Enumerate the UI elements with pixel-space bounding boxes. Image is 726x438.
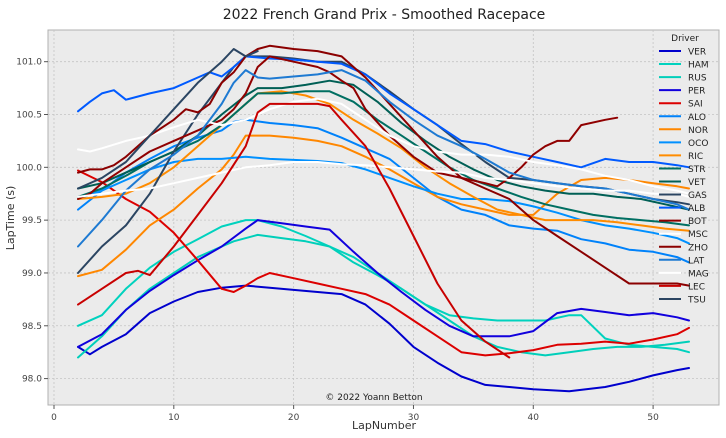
series-line-zho <box>77 44 690 287</box>
legend-label-lec: LEC <box>688 282 705 292</box>
legend-title: Driver <box>671 34 699 44</box>
y-tick-label: 99.5 <box>22 216 42 226</box>
series-line-per <box>77 219 690 348</box>
series-line-ric <box>77 90 690 232</box>
x-tick-label: 30 <box>408 413 420 423</box>
chart-title: 2022 French Grand Prix - Smoothed Racepa… <box>223 7 546 23</box>
legend-label-alb: ALB <box>688 204 705 214</box>
legend-label-sai: SAI <box>688 100 703 110</box>
series-line-alo <box>77 118 690 264</box>
legend-label-gas: GAS <box>688 191 707 201</box>
series-line-bot <box>77 55 619 200</box>
series-line-sai <box>77 169 690 357</box>
y-tick-label: 100.0 <box>16 163 42 173</box>
legend-label-per: PER <box>688 87 705 97</box>
legend-label-zho: ZHO <box>688 243 708 253</box>
grid <box>48 30 719 405</box>
y-axis: 98.0 98.5 99.0 99.5 100.0 100.5 101.0 <box>16 58 48 385</box>
legend-label-ham: HAM <box>688 61 709 71</box>
series-line-mag <box>77 161 690 198</box>
series-line-vet <box>77 79 690 211</box>
copyright-annotation: © 2022 Yoann Betton <box>325 393 422 403</box>
series-line-lec <box>77 102 511 359</box>
x-tick-label: 40 <box>528 413 540 423</box>
y-tick-label: 99.0 <box>22 269 42 279</box>
series-group <box>77 44 690 393</box>
legend-label-tsu: TSU <box>687 295 706 305</box>
series-line-nor <box>77 134 690 278</box>
x-axis-label: LapNumber <box>352 419 417 432</box>
legend-label-oco: OCO <box>688 139 708 149</box>
legend: Driver VER HAM RUS PER SAI ALO NOR OCO RIC STR VET… <box>659 34 709 305</box>
y-axis-label: LapTime (s) <box>4 186 17 251</box>
series-line-alb <box>77 55 690 169</box>
x-tick-label: 50 <box>647 413 659 423</box>
legend-label-bot: BOT <box>688 217 707 227</box>
x-axis: 0 10 20 30 40 50 <box>51 405 659 423</box>
y-tick-label: 101.0 <box>16 58 42 68</box>
y-tick-label: 100.5 <box>16 111 42 121</box>
x-tick-label: 0 <box>51 413 57 423</box>
legend-label-str: STR <box>688 165 705 175</box>
series-line-ver <box>77 284 690 393</box>
x-tick-label: 10 <box>168 413 180 423</box>
series-line-rus <box>77 233 690 359</box>
legend-label-mag: MAG <box>688 269 709 279</box>
x-tick-label: 20 <box>288 413 300 423</box>
series-line-tsu <box>77 48 259 190</box>
series-line-lat <box>77 69 690 248</box>
legend-label-alo: ALO <box>688 113 706 123</box>
legend-label-vet: VET <box>688 178 706 188</box>
legend-label-rus: RUS <box>688 74 707 84</box>
series-line-msc <box>77 97 690 195</box>
legend-label-msc: MSC <box>688 230 708 240</box>
y-tick-label: 98.5 <box>22 322 42 332</box>
y-tick-label: 98.0 <box>22 375 42 385</box>
legend-label-lat: LAT <box>688 256 705 266</box>
legend-label-ver: VER <box>688 48 706 58</box>
legend-label-nor: NOR <box>688 126 708 136</box>
legend-label-ric: RIC <box>688 152 703 162</box>
